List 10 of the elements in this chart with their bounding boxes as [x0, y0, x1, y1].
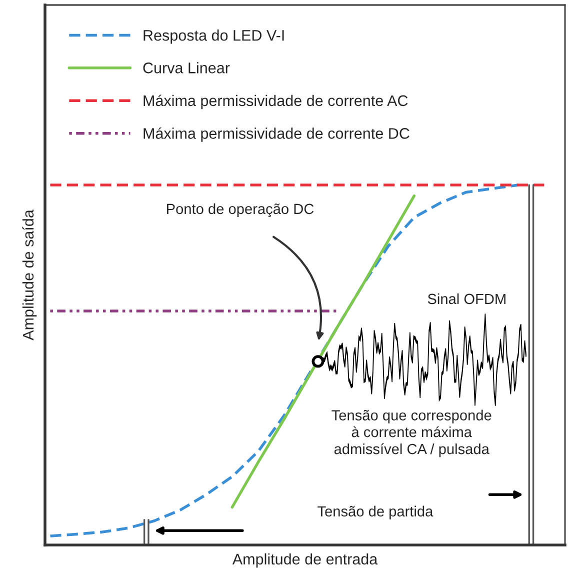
annotation: Ponto de operação DC — [167, 203, 314, 218]
x-axis-title: Amplitude de entrada — [232, 553, 378, 568]
annotation: Sinal OFDM — [428, 293, 506, 304]
y-axis-title: Amplitude de saída — [22, 210, 37, 340]
legend-label: Máxima permissividade de corrente AC — [144, 94, 408, 110]
legend-label: Curva Linear — [143, 62, 230, 74]
legend-label: Resposta do LED V-I — [144, 30, 284, 44]
legend-label: Máxima permissividade de corrente DC — [144, 127, 410, 142]
annotation: Tensão que corresponde à corrente máxima admissível CA / pulsada — [332, 410, 492, 458]
annotation: Tensão de partida — [318, 506, 434, 520]
